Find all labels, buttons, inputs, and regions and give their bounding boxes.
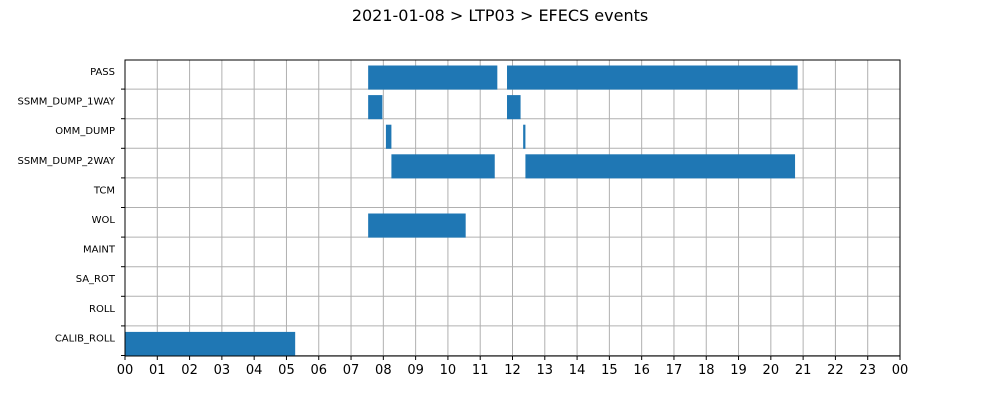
event-bar-calib-roll [125,331,296,356]
y-tick-label: PASS [90,67,115,78]
x-tick-label: 00 [117,363,134,378]
y-tick-label: CALIB_ROLL [55,333,116,344]
x-tick-label: 06 [310,363,327,378]
x-tick-label: 02 [181,363,198,378]
event-bar-omm-dump [385,124,392,149]
x-tick-label: 12 [504,363,521,378]
y-tick-label: MAINT [83,245,116,256]
x-tick-label: 17 [666,363,683,378]
x-tick-label: 07 [343,363,360,378]
x-tick-label: 09 [407,363,424,378]
event-bar-pass [507,65,798,90]
x-tick-label: 14 [569,363,586,378]
x-tick-labels: 00 01 02 03 04 05 06 07 08 09 10 11 12 13 14 15 16 17 18 19… [117,363,909,378]
x-tick-label: 04 [246,363,263,378]
y-tick-label: OMM_DUMP [55,126,115,137]
x-tick-label: 19 [730,363,747,378]
x-tick-label: 23 [859,363,876,378]
x-tick-label: 00 [892,363,909,378]
y-tick-label: WOL [92,215,116,226]
event-bar-omm-dump [523,124,526,149]
x-tick-label: 21 [795,363,812,378]
frame-layer [121,59,901,360]
x-tick-label: 16 [633,363,650,378]
event-bar-ssmm-dump-1way [368,95,383,120]
y-tick-label: SSMM_DUMP_2WAY [17,156,115,167]
x-tick-label: 08 [375,363,392,378]
x-tick-label: 15 [601,363,618,378]
event-bar-ssmm-dump-2way [525,154,796,179]
y-tick-label: TCM [93,185,115,196]
y-tick-labels: PASS SSMM_DUMP_1WAY OMM_DUMP SSMM_DUMP_2WAY… [17,67,115,344]
y-tick-label: SSMM_DUMP_1WAY [17,97,115,108]
chart-title: 2021-01-08 > LTP03 > EFECS events [351,6,649,25]
x-tick-label: 03 [214,363,231,378]
x-tick-label: 10 [440,363,457,378]
x-tick-label: 18 [698,363,715,378]
x-tick-label: 20 [763,363,780,378]
x-tick-label: 05 [278,363,295,378]
y-tick-label: ROLL [89,304,115,315]
x-tick-label: 11 [472,363,489,378]
event-bar-ssmm-dump-1way [507,95,521,120]
x-tick-label: 22 [827,363,844,378]
y-tick-label: SA_ROT [76,274,116,285]
x-tick-label: 13 [537,363,554,378]
x-tick-label: 01 [149,363,166,378]
event-bar-pass [368,65,498,90]
bars-layer [125,65,798,356]
event-bar-ssmm-dump-2way [391,154,495,179]
event-bar-wol [368,213,466,238]
